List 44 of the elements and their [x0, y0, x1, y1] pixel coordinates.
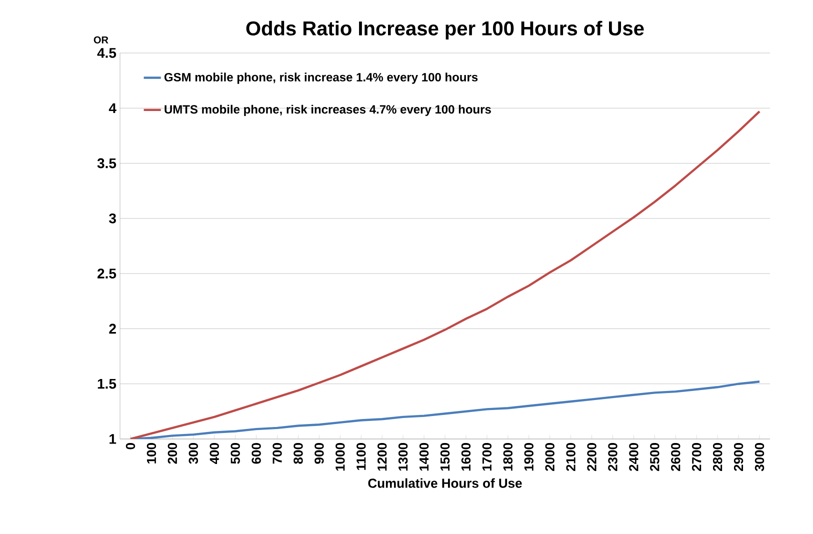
- x-tick-label: 1800: [503, 443, 513, 471]
- y-tick-label: 2.5: [98, 268, 116, 279]
- x-tick-label: 1600: [461, 443, 471, 471]
- x-tick-label: 1500: [440, 443, 450, 471]
- y-tick-label: 3.5: [97, 158, 116, 168]
- x-tick-label: 1300: [398, 443, 408, 471]
- x-tick-label: 2900: [734, 443, 744, 471]
- x-tick-label: 1100: [356, 443, 366, 470]
- legend-label: UMTS mobile phone, risk increases 4.7% every 100 hours: [164, 104, 491, 116]
- x-tick-label: 2300: [608, 443, 618, 471]
- x-tick-label: 900: [314, 443, 324, 464]
- x-tick-label: 800: [294, 443, 303, 464]
- x-tick-label: 2100: [566, 443, 576, 471]
- x-tick-label: 2700: [692, 443, 702, 471]
- y-tick-label: 3: [109, 213, 116, 224]
- x-tick-label: 200: [168, 443, 178, 464]
- x-tick-label: 1200: [377, 443, 387, 471]
- y-tick-label: 4: [108, 103, 116, 113]
- x-axis-title: Cumulative Hours of Use: [368, 478, 522, 488]
- y-tick-label: 4.5: [97, 48, 116, 58]
- x-tick-label: 2600: [671, 443, 680, 471]
- y-tick-label: 1: [110, 434, 116, 444]
- y-tick-label: 2: [109, 324, 116, 334]
- x-tick-label: 2400: [629, 443, 638, 471]
- chart-title: Odds Ratio Increase per 100 Hours of Use: [246, 20, 644, 40]
- x-tick-label: 2500: [650, 443, 660, 471]
- x-tick-label: 2200: [587, 443, 596, 471]
- x-tick-label: 2000: [545, 443, 554, 471]
- x-tick-label: 300: [188, 443, 198, 464]
- x-tick-label: 500: [230, 443, 240, 464]
- y-tick-label: 1.5: [98, 378, 116, 389]
- x-tick-label: 1700: [482, 443, 492, 471]
- x-tick-label: 3000: [754, 443, 764, 472]
- x-tick-label: 700: [272, 443, 282, 464]
- x-tick-label: 1900: [524, 443, 534, 471]
- x-tick-label: 2800: [712, 443, 722, 471]
- x-tick-label: 600: [252, 443, 261, 464]
- x-tick-label: 1000: [336, 443, 345, 471]
- x-tick-label: 1400: [419, 443, 429, 471]
- x-tick-label: 400: [210, 443, 219, 464]
- x-tick-label: 0: [126, 443, 136, 450]
- legend-label: GSM mobile phone, risk increase 1.4% every 100 hours: [164, 72, 478, 84]
- x-tick-label: 100: [146, 443, 156, 464]
- y-axis-title: OR: [94, 36, 108, 44]
